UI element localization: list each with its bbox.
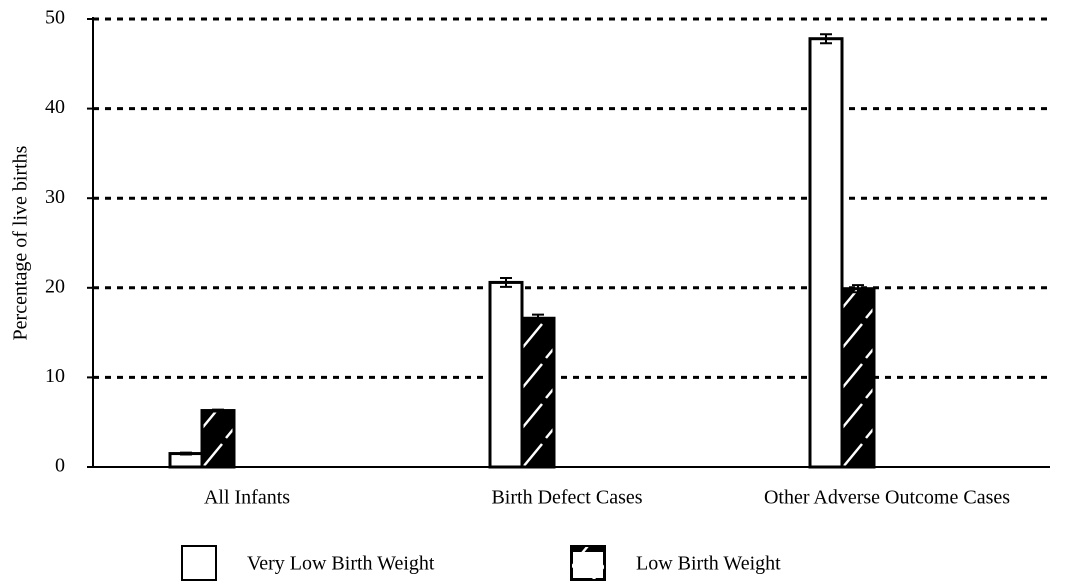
y-tick-label: 30 <box>45 186 65 208</box>
y-tick-label: 50 <box>45 7 65 29</box>
error-bar <box>852 284 864 294</box>
bar <box>200 409 236 469</box>
bar <box>168 452 204 469</box>
x-tick-label: All Infants <box>204 487 290 509</box>
y-tick-label: 20 <box>45 275 65 297</box>
error-bar <box>820 33 832 45</box>
legend-swatch <box>181 545 217 581</box>
bar <box>520 316 556 469</box>
y-tick-label: 10 <box>45 365 65 387</box>
legend-label: Very Low Birth Weight <box>247 553 435 575</box>
x-tick-label: Other Adverse Outcome Cases <box>764 487 1010 509</box>
error-bar <box>532 313 544 323</box>
y-tick-label: 0 <box>55 455 65 477</box>
error-bar <box>500 276 512 288</box>
error-bar <box>180 451 192 456</box>
x-tick-label: Birth Defect Cases <box>491 487 642 509</box>
bar <box>488 280 524 469</box>
error-bar <box>212 408 224 413</box>
y-axis-label: Percentage of live births <box>10 145 32 340</box>
y-tick-label: 40 <box>45 96 65 118</box>
bar <box>808 37 844 469</box>
bar <box>840 287 876 469</box>
legend-swatch-inner <box>573 552 603 578</box>
legend-label: Low Birth Weight <box>636 553 781 575</box>
